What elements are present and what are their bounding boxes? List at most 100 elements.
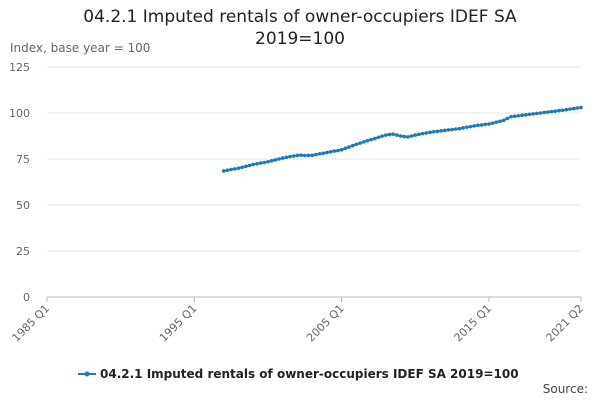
point <box>431 129 436 134</box>
y-tick-label: 25 <box>16 245 30 258</box>
y-axis-label: Index, base year = 100 <box>10 41 150 55</box>
point <box>277 157 281 161</box>
point <box>365 138 370 143</box>
point <box>435 129 440 134</box>
point <box>465 125 469 129</box>
point <box>505 116 510 121</box>
y-tick-label: 125 <box>9 61 30 74</box>
point <box>439 129 443 133</box>
point <box>553 109 558 113</box>
x-tick-label: 2005 Q1 <box>304 302 347 345</box>
y-tick-label: 50 <box>16 199 30 212</box>
point <box>409 134 414 138</box>
point <box>579 105 583 110</box>
point <box>535 111 539 116</box>
point <box>487 122 491 126</box>
point <box>336 148 340 153</box>
point <box>549 109 554 114</box>
point <box>509 114 513 119</box>
point <box>450 127 454 132</box>
point <box>395 133 399 137</box>
point <box>391 132 395 136</box>
point <box>428 130 432 135</box>
point <box>328 150 333 154</box>
point <box>225 168 230 173</box>
point <box>247 163 252 168</box>
point <box>564 107 569 112</box>
point <box>273 158 278 162</box>
point <box>350 143 355 148</box>
point <box>402 134 407 139</box>
point <box>501 118 506 123</box>
point <box>472 124 477 128</box>
point <box>262 160 267 165</box>
point <box>358 141 362 145</box>
point <box>288 154 292 159</box>
point <box>310 153 314 158</box>
point <box>347 145 351 149</box>
point <box>542 110 546 115</box>
point <box>568 107 572 111</box>
point <box>269 159 274 163</box>
point <box>413 133 418 137</box>
point <box>476 123 480 128</box>
point <box>384 133 388 137</box>
point <box>361 140 366 144</box>
point <box>538 111 543 115</box>
point <box>516 113 521 118</box>
point <box>560 108 565 113</box>
point <box>571 106 576 111</box>
point <box>291 154 296 158</box>
point <box>406 135 410 139</box>
point <box>483 122 488 127</box>
point <box>244 164 248 169</box>
point <box>446 128 451 132</box>
point <box>527 112 532 117</box>
point <box>512 114 517 119</box>
series-line <box>223 106 582 172</box>
point <box>531 112 535 116</box>
point <box>229 167 233 172</box>
point <box>479 123 484 127</box>
point <box>498 119 502 124</box>
point <box>457 126 462 131</box>
point <box>417 132 421 137</box>
point <box>520 113 524 118</box>
point <box>523 113 528 117</box>
point <box>295 153 300 158</box>
point <box>306 153 311 158</box>
point <box>387 132 392 137</box>
point <box>236 166 241 170</box>
point <box>251 162 256 167</box>
point <box>369 137 373 142</box>
point <box>221 169 226 173</box>
point <box>461 126 465 130</box>
point <box>468 124 473 129</box>
chart-title: 04.2.1 Imputed rentals of owner-occupier… <box>83 7 517 49</box>
x-tick-label: 2021 Q2 <box>544 302 587 345</box>
point <box>557 108 561 113</box>
legend-text: 04.2.1 Imputed rentals of owner-occupier… <box>100 367 519 381</box>
point <box>343 146 348 151</box>
legend-marker <box>84 371 90 377</box>
point <box>233 167 237 171</box>
y-tick-label: 0 <box>23 291 30 304</box>
point <box>258 161 263 165</box>
point <box>372 136 377 141</box>
point <box>376 135 381 140</box>
point <box>321 151 326 156</box>
point <box>494 120 499 124</box>
point <box>546 110 550 114</box>
y-tick-label: 100 <box>9 107 30 120</box>
point <box>380 134 384 138</box>
point <box>575 106 580 110</box>
x-tick-label: 2015 Q1 <box>452 302 495 345</box>
point <box>280 156 285 160</box>
point <box>255 161 259 166</box>
point <box>490 121 495 125</box>
point <box>314 152 318 157</box>
point <box>339 148 344 152</box>
point <box>398 134 403 138</box>
